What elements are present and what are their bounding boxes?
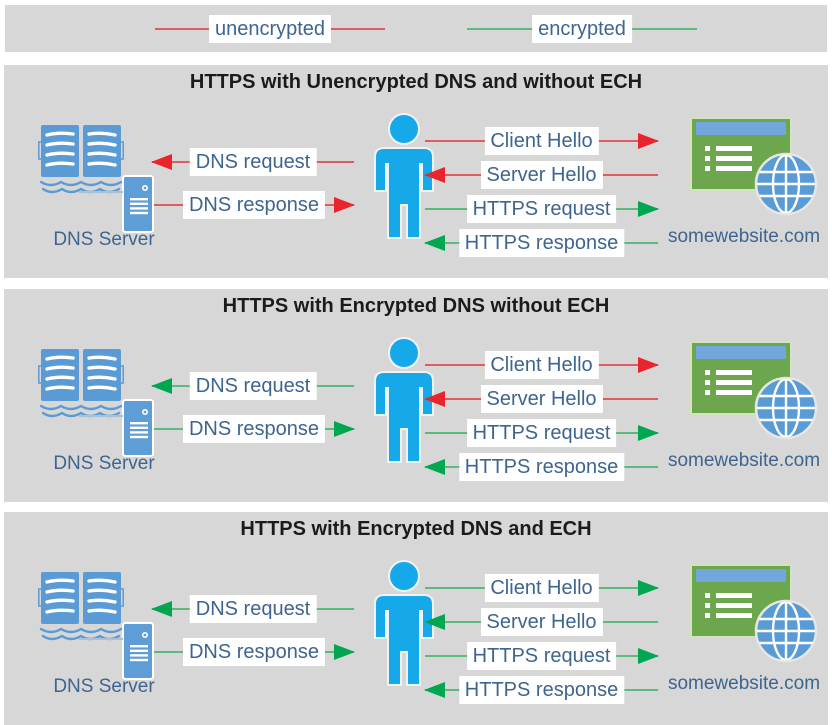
arrow-label: HTTPS response xyxy=(458,676,625,704)
dns-server-icon xyxy=(122,175,154,233)
arrow-label: Client Hello xyxy=(484,127,599,155)
panel-title: HTTPS with Encrypted DNS and ECH xyxy=(240,518,592,540)
https-request-arrow: HTTPS request xyxy=(425,639,659,673)
server-hello-arrow: Server Hello xyxy=(424,382,658,416)
dns-server-label: DNS Server xyxy=(53,676,155,697)
book-server-connector xyxy=(79,415,123,417)
legend-label-unencrypted: unencrypted xyxy=(208,14,332,43)
arrow-label: HTTPS request xyxy=(466,419,617,447)
dns-server-icon xyxy=(122,399,154,457)
client-hello-arrow: Client Hello xyxy=(425,348,659,382)
arrowhead-left-icon xyxy=(151,378,172,394)
arrowhead-right-icon xyxy=(334,421,355,437)
dns-response-arrow: DNS response xyxy=(154,188,355,222)
panel-encrypted-dns-with-ech: HTTPS with Encrypted DNS and ECH DNS Ser… xyxy=(4,512,828,725)
dns-book-icon xyxy=(38,570,124,641)
arrowhead-left-icon xyxy=(424,614,445,630)
website-label: somewebsite.com xyxy=(667,226,821,247)
panel-title: HTTPS with Encrypted DNS without ECH xyxy=(222,295,610,317)
dns-request-arrow: DNS request xyxy=(151,592,354,626)
dns-response-arrow: DNS response xyxy=(154,635,355,669)
arrowhead-left-icon xyxy=(424,459,445,475)
dns-request-arrow: DNS request xyxy=(151,145,354,179)
legend-item-encrypted: encrypted xyxy=(467,12,697,46)
arrow-label: HTTPS request xyxy=(466,642,617,670)
arrow-label: DNS response xyxy=(182,191,326,219)
https-response-arrow: HTTPS response xyxy=(424,450,658,484)
website-icon xyxy=(690,117,818,217)
arrowhead-left-icon xyxy=(424,682,445,698)
arrowhead-left-icon xyxy=(424,235,445,251)
arrowhead-right-icon xyxy=(334,197,355,213)
https-response-arrow: HTTPS response xyxy=(424,673,658,707)
arrow-label: Server Hello xyxy=(480,608,603,636)
dns-server-icon xyxy=(122,622,154,680)
arrowhead-right-icon xyxy=(638,580,659,596)
website-label: somewebsite.com xyxy=(667,450,821,471)
website-label: somewebsite.com xyxy=(667,673,821,694)
panel-encrypted-dns-no-ech: HTTPS with Encrypted DNS without ECH DNS… xyxy=(4,289,828,502)
dns-response-arrow: DNS response xyxy=(154,412,355,446)
arrow-label: HTTPS request xyxy=(466,195,617,223)
arrow-label: HTTPS response xyxy=(458,229,625,257)
arrowhead-right-icon xyxy=(638,425,659,441)
dns-server-label: DNS Server xyxy=(53,453,155,474)
book-server-connector xyxy=(79,191,123,193)
panel-title: HTTPS with Unencrypted DNS and without E… xyxy=(189,71,643,93)
arrowhead-left-icon xyxy=(151,154,172,170)
arrow-label: DNS request xyxy=(189,595,317,623)
panel-unencrypted-dns-no-ech: HTTPS with Unencrypted DNS and without E… xyxy=(4,65,828,278)
arrowhead-right-icon xyxy=(638,648,659,664)
https-request-arrow: HTTPS request xyxy=(425,192,659,226)
arrow-label: DNS response xyxy=(182,415,326,443)
arrow-label: HTTPS response xyxy=(458,453,625,481)
arrowhead-right-icon xyxy=(638,357,659,373)
https-response-arrow: HTTPS response xyxy=(424,226,658,260)
arrowhead-right-icon xyxy=(638,133,659,149)
dns-book-icon xyxy=(38,123,124,194)
legend-label-encrypted: encrypted xyxy=(532,14,632,43)
arrowhead-left-icon xyxy=(151,601,172,617)
website-icon xyxy=(690,564,818,664)
client-hello-arrow: Client Hello xyxy=(425,124,659,158)
server-hello-arrow: Server Hello xyxy=(424,605,658,639)
arrow-label: Server Hello xyxy=(480,161,603,189)
server-hello-arrow: Server Hello xyxy=(424,158,658,192)
arrowhead-right-icon xyxy=(638,201,659,217)
arrow-label: Client Hello xyxy=(484,351,599,379)
arrowhead-right-icon xyxy=(334,644,355,660)
website-icon xyxy=(690,341,818,441)
client-hello-arrow: Client Hello xyxy=(425,571,659,605)
arrowhead-left-icon xyxy=(424,167,445,183)
arrow-label: DNS request xyxy=(189,372,317,400)
legend-bar: unencrypted encrypted xyxy=(5,5,827,52)
https-request-arrow: HTTPS request xyxy=(425,416,659,450)
arrow-label: DNS response xyxy=(182,638,326,666)
arrow-label: DNS request xyxy=(189,148,317,176)
dns-server-label: DNS Server xyxy=(53,229,155,250)
book-server-connector xyxy=(79,638,123,640)
dns-book-icon xyxy=(38,347,124,418)
arrow-label: Server Hello xyxy=(480,385,603,413)
legend-item-unencrypted: unencrypted xyxy=(155,12,385,46)
arrowhead-left-icon xyxy=(424,391,445,407)
dns-request-arrow: DNS request xyxy=(151,369,354,403)
arrow-label: Client Hello xyxy=(484,574,599,602)
